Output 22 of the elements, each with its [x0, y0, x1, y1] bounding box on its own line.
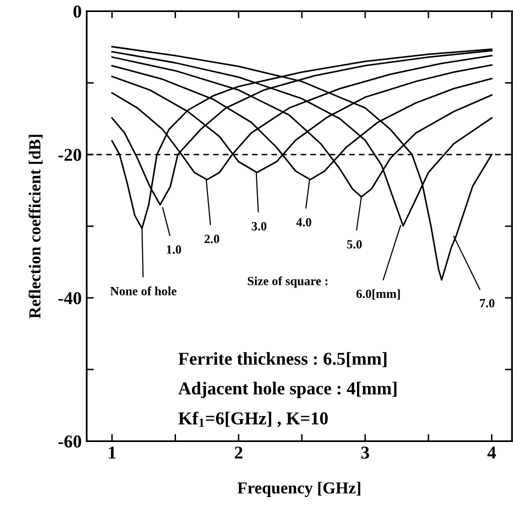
x-tick-label: 4: [487, 446, 496, 459]
x-axis-title: Frequency [GHz]: [238, 482, 360, 497]
annotation: Kf$_{1}$=6[GHz] , K=10: [178, 412, 328, 428]
y-axis-title: Reflection coefficient [dB]: [28, 134, 43, 318]
annotation: 5.0: [347, 240, 362, 249]
annotation: 1.0: [166, 245, 182, 254]
x-tick-label: 3: [361, 446, 370, 459]
y-tick-label: -40: [58, 292, 82, 304]
x-tick-label: 1: [108, 446, 116, 459]
annotation: 2.0: [204, 234, 220, 244]
annotation: Size of square :: [248, 276, 328, 288]
annotation: Ferrite thickness : 6.5[mm]: [178, 352, 386, 368]
annotation: 3.0: [252, 222, 266, 231]
annotation: 7.0: [480, 298, 494, 308]
annotation: None of hole: [110, 286, 176, 296]
y-tick-label: 0: [73, 5, 82, 18]
annotation: 6.0[mm]: [356, 289, 400, 300]
y-tick-label: -60: [58, 435, 82, 448]
y-tick-label: -20: [58, 148, 82, 161]
annotation: Adjacent hole space : 4[mm]: [178, 382, 396, 398]
annotation: 4.0: [296, 218, 312, 227]
x-tick-label: 2: [234, 446, 242, 459]
